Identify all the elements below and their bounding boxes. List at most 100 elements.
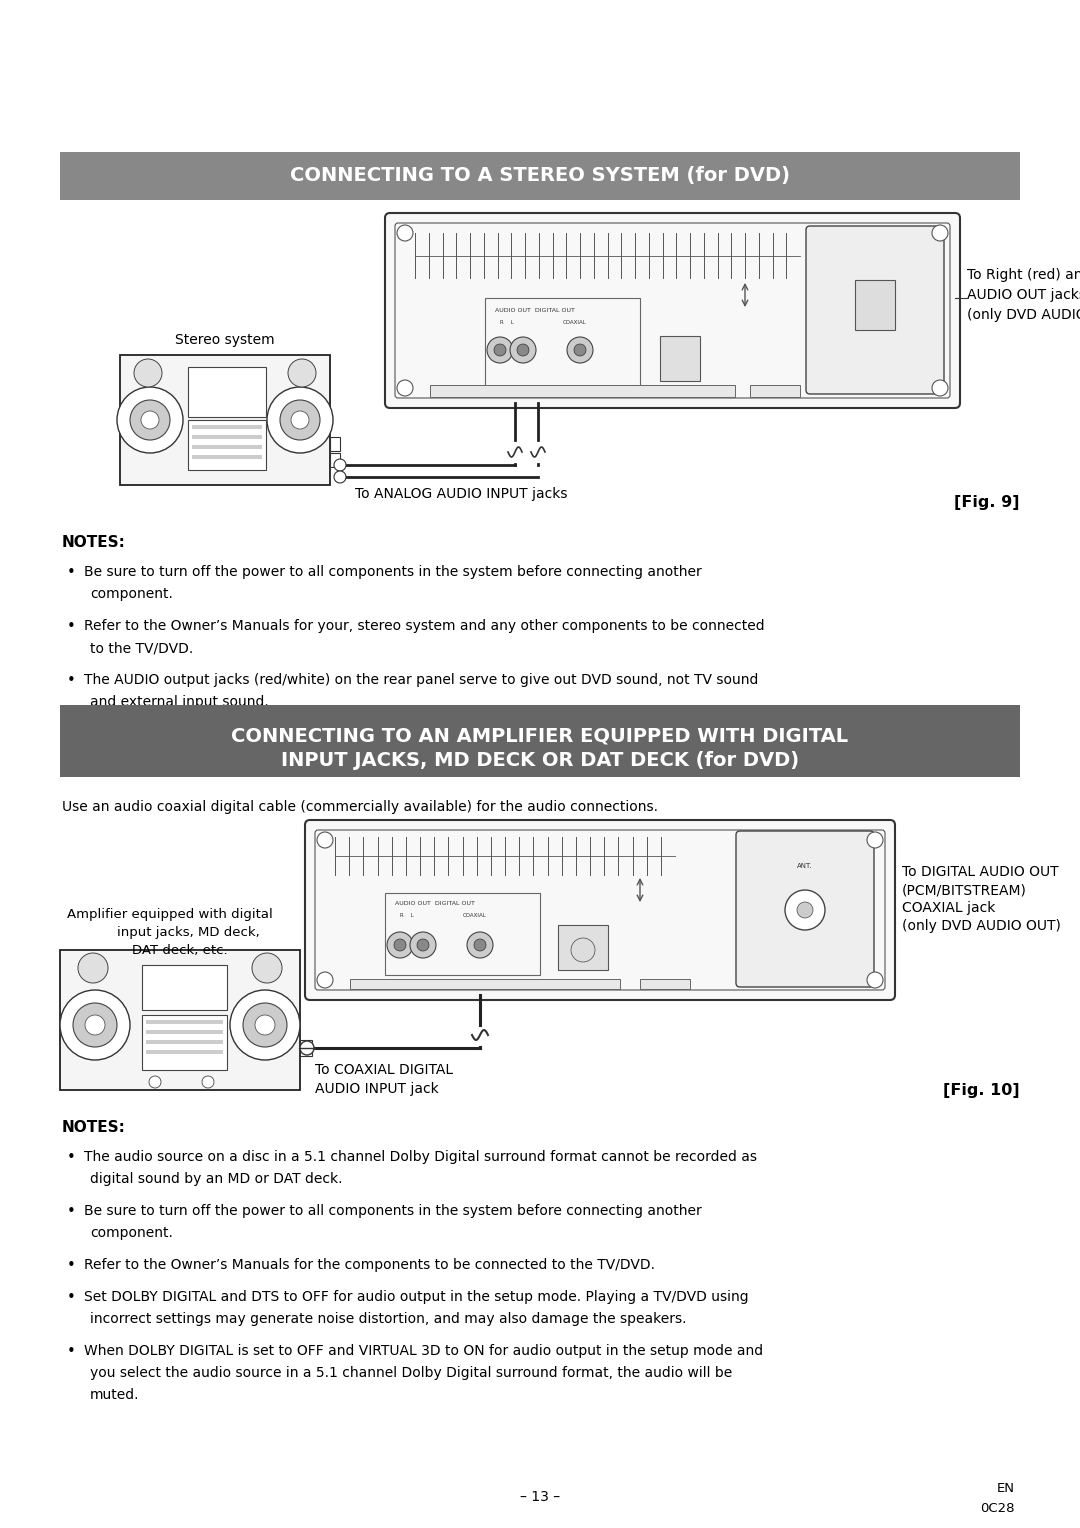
Circle shape xyxy=(134,359,162,387)
Text: •: • xyxy=(67,1151,76,1164)
Text: Refer to the Owner’s Manuals for your, stereo system and any other components to: Refer to the Owner’s Manuals for your, s… xyxy=(84,619,765,633)
Bar xyxy=(141,966,227,1010)
Text: you select the audio source in a 5.1 channel Dolby Digital surround format, the : you select the audio source in a 5.1 cha… xyxy=(90,1366,732,1380)
Circle shape xyxy=(867,972,883,989)
Text: To ANALOG AUDIO INPUT jacks: To ANALOG AUDIO INPUT jacks xyxy=(355,487,567,501)
Circle shape xyxy=(397,380,413,396)
Bar xyxy=(146,1030,222,1034)
Bar xyxy=(188,367,266,417)
Text: Amplifier equipped with digital: Amplifier equipped with digital xyxy=(67,908,273,921)
Text: The AUDIO output jacks (red/white) on the rear panel serve to give out DVD sound: The AUDIO output jacks (red/white) on th… xyxy=(84,672,758,688)
Text: •: • xyxy=(67,1290,76,1305)
Circle shape xyxy=(517,344,529,356)
Circle shape xyxy=(573,344,586,356)
Text: COAXIAL: COAXIAL xyxy=(463,914,487,918)
Circle shape xyxy=(932,380,948,396)
Circle shape xyxy=(567,338,593,364)
Text: (only DVD AUDIO OUT): (only DVD AUDIO OUT) xyxy=(967,309,1080,322)
Text: incorrect settings may generate noise distortion, and may also damage the speake: incorrect settings may generate noise di… xyxy=(90,1313,687,1326)
Text: •: • xyxy=(67,672,76,688)
Circle shape xyxy=(149,1076,161,1088)
Text: Be sure to turn off the power to all components in the system before connecting : Be sure to turn off the power to all com… xyxy=(84,565,702,579)
Text: (only DVD AUDIO OUT): (only DVD AUDIO OUT) xyxy=(902,918,1061,934)
Circle shape xyxy=(60,990,130,1060)
Circle shape xyxy=(467,932,492,958)
Text: The audio source on a disc in a 5.1 channel Dolby Digital surround format cannot: The audio source on a disc in a 5.1 chan… xyxy=(84,1151,757,1164)
Text: AUDIO OUT  DIGITAL OUT: AUDIO OUT DIGITAL OUT xyxy=(495,309,575,313)
Text: (PCM/BITSTREAM): (PCM/BITSTREAM) xyxy=(902,883,1027,897)
Text: input jacks, MD deck,: input jacks, MD deck, xyxy=(117,926,259,940)
Circle shape xyxy=(318,972,333,989)
Text: NOTES:: NOTES: xyxy=(62,1120,126,1135)
Circle shape xyxy=(255,1015,275,1034)
Text: Set DOLBY DIGITAL and DTS to OFF for audio output in the setup mode. Playing a T: Set DOLBY DIGITAL and DTS to OFF for aud… xyxy=(84,1290,748,1303)
Circle shape xyxy=(252,953,282,983)
Bar xyxy=(855,280,895,330)
Circle shape xyxy=(334,458,346,471)
Bar xyxy=(60,950,300,1089)
Text: Use an audio coaxial digital cable (commercially available) for the audio connec: Use an audio coaxial digital cable (comm… xyxy=(62,801,658,814)
Circle shape xyxy=(117,387,183,452)
Text: •: • xyxy=(67,1204,76,1219)
Text: NOTES:: NOTES: xyxy=(62,535,126,550)
Circle shape xyxy=(230,990,300,1060)
Circle shape xyxy=(291,411,309,429)
Bar xyxy=(120,354,330,484)
Bar xyxy=(60,704,1020,778)
Text: •: • xyxy=(67,565,76,581)
FancyBboxPatch shape xyxy=(305,821,895,999)
Bar xyxy=(750,385,800,397)
Bar xyxy=(192,445,262,449)
Text: INPUT JACKS, MD DECK OR DAT DECK (for DVD): INPUT JACKS, MD DECK OR DAT DECK (for DV… xyxy=(281,750,799,770)
Text: Be sure to turn off the power to all components in the system before connecting : Be sure to turn off the power to all com… xyxy=(84,1204,702,1218)
Circle shape xyxy=(397,225,413,241)
Text: muted.: muted. xyxy=(90,1387,139,1403)
FancyBboxPatch shape xyxy=(384,212,960,408)
Circle shape xyxy=(571,938,595,963)
Circle shape xyxy=(410,932,436,958)
Text: component.: component. xyxy=(90,587,173,601)
Text: ANT.: ANT. xyxy=(797,863,813,869)
Circle shape xyxy=(797,902,813,918)
Circle shape xyxy=(288,359,316,387)
Bar xyxy=(485,298,640,388)
Text: •: • xyxy=(67,1345,76,1358)
Circle shape xyxy=(785,889,825,931)
Bar xyxy=(330,452,340,468)
Bar xyxy=(430,385,735,397)
Circle shape xyxy=(867,833,883,848)
Circle shape xyxy=(280,400,320,440)
Text: To DIGITAL AUDIO OUT: To DIGITAL AUDIO OUT xyxy=(902,865,1058,879)
Text: – 13 –: – 13 – xyxy=(519,1490,561,1504)
Circle shape xyxy=(394,940,406,950)
Circle shape xyxy=(318,833,333,848)
FancyBboxPatch shape xyxy=(806,226,944,394)
Bar xyxy=(192,425,262,429)
Text: digital sound by an MD or DAT deck.: digital sound by an MD or DAT deck. xyxy=(90,1172,342,1186)
Text: and external input sound.: and external input sound. xyxy=(90,695,269,709)
Text: CONNECTING TO AN AMPLIFIER EQUIPPED WITH DIGITAL: CONNECTING TO AN AMPLIFIER EQUIPPED WITH… xyxy=(231,727,849,746)
Circle shape xyxy=(202,1076,214,1088)
Circle shape xyxy=(387,932,413,958)
Text: DAT deck, etc.: DAT deck, etc. xyxy=(132,944,228,957)
Text: AUDIO OUT jacks: AUDIO OUT jacks xyxy=(967,287,1080,303)
Circle shape xyxy=(932,225,948,241)
Circle shape xyxy=(141,411,159,429)
Bar xyxy=(192,455,262,458)
Bar xyxy=(141,1015,227,1070)
Circle shape xyxy=(510,338,536,364)
Circle shape xyxy=(130,400,170,440)
Text: R    L: R L xyxy=(400,914,414,918)
Text: AUDIO OUT  DIGITAL OUT: AUDIO OUT DIGITAL OUT xyxy=(395,902,475,906)
Text: When DOLBY DIGITAL is set to OFF and VIRTUAL 3D to ON for audio output in the se: When DOLBY DIGITAL is set to OFF and VIR… xyxy=(84,1345,764,1358)
Circle shape xyxy=(487,338,513,364)
Text: [Fig. 10]: [Fig. 10] xyxy=(943,1083,1020,1099)
Text: •: • xyxy=(67,1258,76,1273)
Circle shape xyxy=(267,387,333,452)
FancyBboxPatch shape xyxy=(735,831,874,987)
Text: AUDIO INPUT jack: AUDIO INPUT jack xyxy=(315,1082,438,1096)
Bar xyxy=(350,979,620,989)
Circle shape xyxy=(243,1002,287,1047)
Circle shape xyxy=(85,1015,105,1034)
Circle shape xyxy=(78,953,108,983)
